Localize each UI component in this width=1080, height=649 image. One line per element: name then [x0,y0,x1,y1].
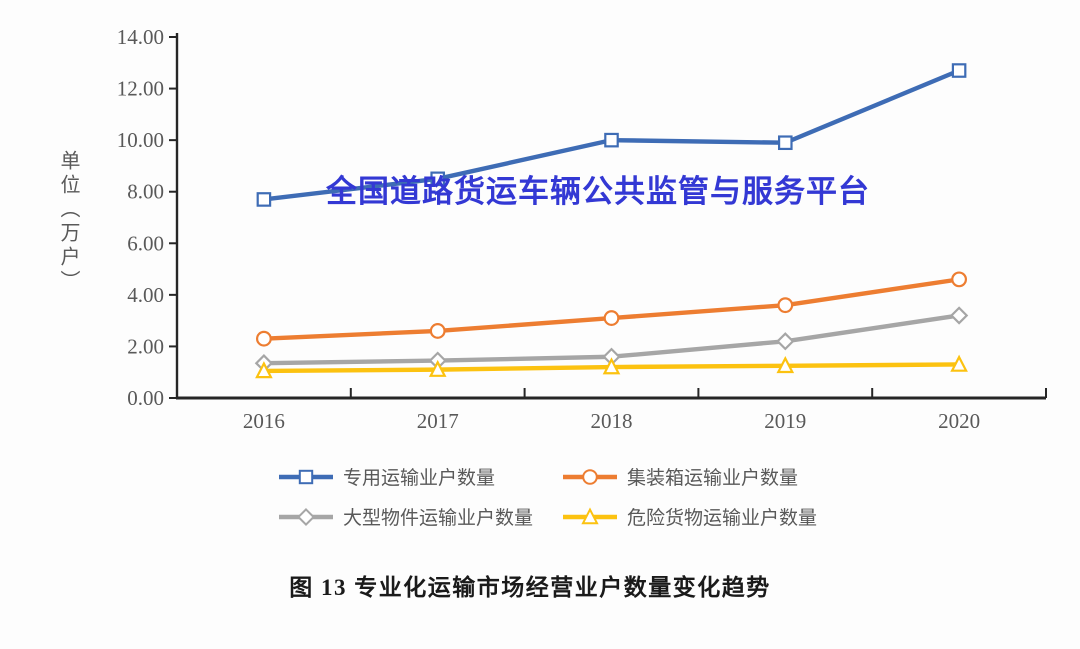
legend-label: 大型物件运输业户数量 [343,508,534,529]
square-marker-icon [430,171,445,187]
square-marker-icon [298,469,314,484]
square-marker-icon [256,192,272,207]
triangle-marker-icon [581,506,599,524]
triangle-marker-icon [602,357,621,375]
legend-item-0: 专用运输业户数量 [278,463,562,490]
y-tick-label: 8.00 [127,180,164,204]
circle-marker-icon [603,310,620,326]
y-tick-label: 4.00 [127,283,164,307]
legend-item-3: 危险货物运输业户数量 [562,503,817,530]
square-marker-icon [951,63,967,78]
x-tick-label: 2016 [243,409,285,433]
x-tick-label: 2020 [938,409,980,433]
circle-marker-icon [582,468,598,485]
triangle-marker-icon [950,354,968,372]
legend-label: 危险货物运输业户数量 [627,508,818,529]
legend-label: 集装箱运输业户数量 [627,468,799,489]
triangle-marker-icon [428,359,447,377]
triangle-marker-icon [776,355,795,374]
y-tick-label: 14.00 [117,25,164,49]
diamond-marker-icon [949,306,969,325]
y-tick-label: 0.00 [127,386,164,410]
square-marker-icon [604,132,619,148]
y-tick-label: 10.00 [117,128,164,152]
legend-marker-icon [563,506,617,524]
circle-marker-icon [777,297,794,314]
circle-marker-icon [429,323,446,339]
legend-marker-icon [563,468,617,485]
triangle-marker-icon [255,361,273,379]
figure-caption: 图 13 专业化运输市场经营业户数量变化趋势 [289,575,771,600]
diamond-marker-icon [776,332,795,351]
legend-marker-icon [279,469,333,484]
legend-marker-icon [279,507,333,526]
legend: 专用运输业户数量 集装箱运输业户数量大型物件运输业户数量 危险货物运输业户数量 [278,463,817,530]
y-tick-label: 2.00 [127,334,164,358]
circle-marker-icon [256,330,272,347]
square-marker-icon [777,135,793,151]
watermark: 全国道路货运车辆公共监管与服务平台 [326,174,870,209]
y-tick-label: 6.00 [127,231,164,255]
legend-item-2: 大型物件运输业户数量 [278,503,562,530]
y-tick-label: 12.00 [117,77,164,101]
legend-item-1: 集装箱运输业户数量 [562,463,817,490]
x-tick-label: 2017 [417,409,459,433]
legend-label: 专用运输业户数量 [343,468,496,489]
x-tick-label: 2018 [591,409,633,433]
diamond-marker-icon [296,507,316,526]
y-axis-unit-label: 单位（万户） [57,150,79,294]
x-tick-label: 2019 [764,409,806,433]
circle-marker-icon [951,271,967,288]
